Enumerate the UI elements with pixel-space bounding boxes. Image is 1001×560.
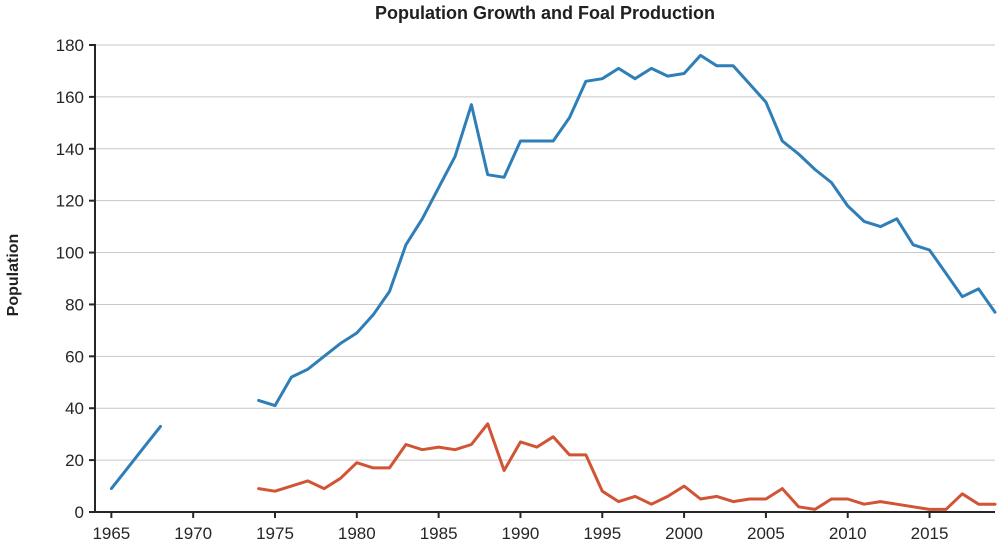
x-tick-label-1995: 1995 xyxy=(583,524,621,543)
y-tick-label-120: 120 xyxy=(56,192,84,211)
x-tick-label-1980: 1980 xyxy=(338,524,376,543)
x-tick-label-1975: 1975 xyxy=(256,524,294,543)
y-tick-label-140: 140 xyxy=(56,140,84,159)
x-tick-label-1970: 1970 xyxy=(174,524,212,543)
y-tick-label-80: 80 xyxy=(65,295,84,314)
y-axis-label: Population xyxy=(5,233,22,317)
x-tick-label-2015: 2015 xyxy=(911,524,949,543)
y-tick-label-100: 100 xyxy=(56,244,84,263)
chart-title: Population Growth and Foal Production xyxy=(375,3,715,23)
x-tick-label-2005: 2005 xyxy=(747,524,785,543)
y-tick-label-0: 0 xyxy=(75,503,84,522)
y-tick-label-60: 60 xyxy=(65,347,84,366)
y-tick-label-40: 40 xyxy=(65,399,84,418)
x-tick-label-1985: 1985 xyxy=(420,524,458,543)
x-tick-label-2010: 2010 xyxy=(829,524,867,543)
series-line-foal-production xyxy=(257,422,997,511)
x-tick-label-2000: 2000 xyxy=(665,524,703,543)
y-tick-label-180: 180 xyxy=(56,36,84,55)
series-line-population xyxy=(109,53,997,491)
x-tick-label-1965: 1965 xyxy=(92,524,130,543)
y-tick-label-160: 160 xyxy=(56,88,84,107)
x-tick-label-1990: 1990 xyxy=(502,524,540,543)
y-tick-label-20: 20 xyxy=(65,451,84,470)
